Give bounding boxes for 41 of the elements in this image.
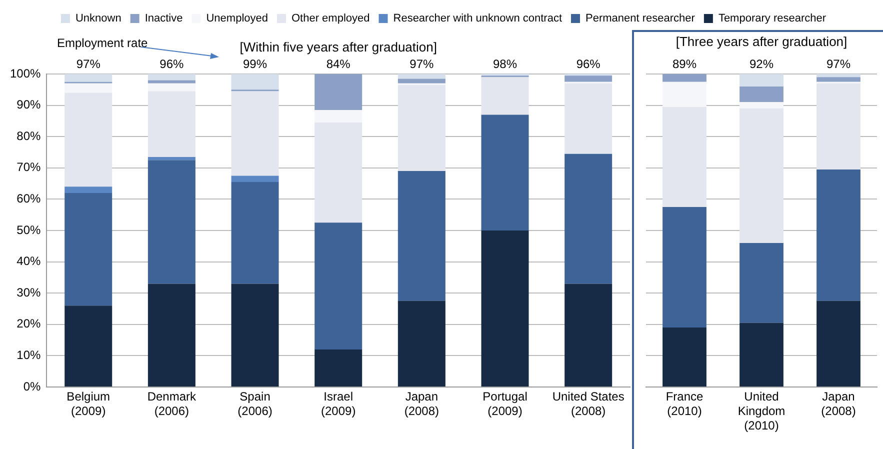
y-tick-label: 70% [16,160,42,174]
legend-label: Permanent researcher [586,12,696,25]
y-tick-label: 20% [16,316,42,331]
annotation: 97% [826,57,851,71]
legend-label: Inactive [144,12,183,25]
text: Employment rate [57,36,148,50]
annotation: 89% [672,57,697,71]
annotation: 97% [76,57,101,71]
y-tick-label: 30% [16,285,42,300]
x-tick-label: Spain (2006) [238,390,272,418]
legend-label: Researcher with unknown contract [393,12,562,25]
x-tick-label: Belgium (2009) [66,390,110,418]
y-tick-label: 40% [16,254,42,268]
legend-label: Unemployed [206,12,268,25]
legend-label: Unknown [75,12,122,25]
annotation: 96% [160,57,184,71]
x-tick-label: Israel (2009) [321,390,356,418]
y-tick-label: 100% [10,66,42,80]
x-tick-label: Denmark (2006) [147,390,198,418]
annotation: 96% [576,57,601,71]
legend-label: Other employed [291,12,370,25]
annotation: 92% [749,57,774,71]
x-tick-label: Japan (2008) [821,390,856,418]
y-tick-label: 0% [23,379,42,394]
y-tick-label: 10% [16,348,42,362]
chart-title: [Within five years after graduation] [240,39,437,54]
x-tick-label: United States (2008) [552,390,624,418]
y-tick-label: 80% [16,128,42,143]
annotation: 84% [326,57,351,71]
x-tick-label: United Kingdom (2010) [738,390,786,432]
x-tick-label: Japan (2008) [404,390,440,418]
x-tick-label: Portugal (2009) [482,390,528,418]
annotation: 97% [410,57,434,71]
legend-label: Temporary researcher [718,12,826,25]
y-tick-label: 50% [16,222,42,237]
annotation: 99% [243,57,268,71]
x-tick-label: France (2010) [666,390,704,418]
chart-title: [Three years after graduation] [676,34,848,49]
y-tick-label: 90% [16,98,42,112]
y-tick-label: 60% [16,192,42,206]
annotation: 98% [492,57,518,71]
